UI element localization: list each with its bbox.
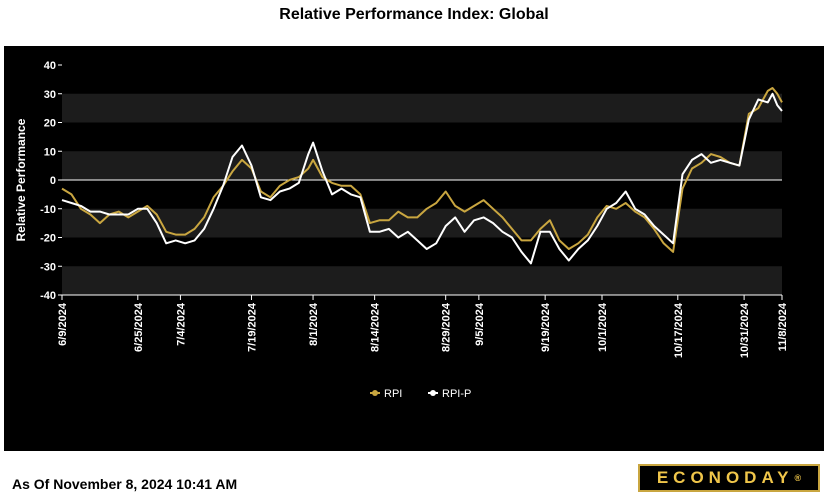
x-tick-label: 6/9/2024 — [57, 302, 69, 346]
y-tick-label: -40 — [40, 290, 56, 302]
econoday-logo: ECONODAY ® — [638, 464, 820, 492]
x-tick-label: 11/8/2024 — [777, 302, 789, 351]
legend-label: RPI — [384, 388, 402, 400]
as-of-timestamp: As Of November 8, 2024 10:41 AM — [12, 476, 238, 492]
x-tick-label: 9/5/2024 — [474, 302, 486, 346]
y-tick-label: -20 — [40, 233, 56, 245]
chart-panel: 40 30 20 10 0 -10 -20 -30 -40 Relative Performanc… — [4, 46, 824, 492]
x-tick-label: 10/1/2024 — [597, 302, 609, 352]
y-tick-label: 10 — [44, 146, 56, 158]
y-tick-label: -30 — [40, 261, 56, 273]
series-line-rpi-p — [61, 92, 783, 265]
logo-text: ECONODAY — [656, 468, 794, 487]
y-tick-label: -10 — [40, 204, 56, 216]
x-tick-label: 8/14/2024 — [370, 302, 382, 352]
y-tick-label: 0 — [50, 175, 56, 187]
legend-swatch-marker — [372, 390, 378, 396]
x-tick-label: 9/19/2024 — [540, 302, 552, 352]
y-tick-label: 20 — [44, 118, 56, 130]
x-tick-label: 8/29/2024 — [441, 302, 453, 352]
x-tick-label: 10/17/2024 — [673, 302, 685, 358]
line-chart: 40 30 20 10 0 -10 -20 -30 -40 Relative Performanc… — [14, 60, 789, 400]
grid-band — [62, 151, 782, 180]
y-tick-label: 40 — [44, 60, 56, 72]
x-tick-label: 6/25/2024 — [133, 302, 145, 352]
grid-band — [62, 93, 782, 123]
grid-band — [62, 266, 782, 295]
x-tick-label: 10/31/2024 — [739, 302, 751, 358]
legend-label: RPI-P — [442, 388, 471, 400]
x-tick-label: 7/19/2024 — [246, 302, 258, 352]
legend-swatch-marker — [430, 390, 436, 396]
logo-registered-mark: ® — [794, 473, 802, 483]
series-line-rpi — [61, 87, 783, 253]
y-tick-label: 30 — [44, 89, 56, 101]
x-tick-label: 8/1/2024 — [308, 302, 320, 346]
x-tick-label: 7/4/2024 — [175, 302, 187, 346]
chart-title: Relative Performance Index: Global — [279, 6, 549, 23]
y-axis-label: Relative Performance — [14, 118, 28, 241]
